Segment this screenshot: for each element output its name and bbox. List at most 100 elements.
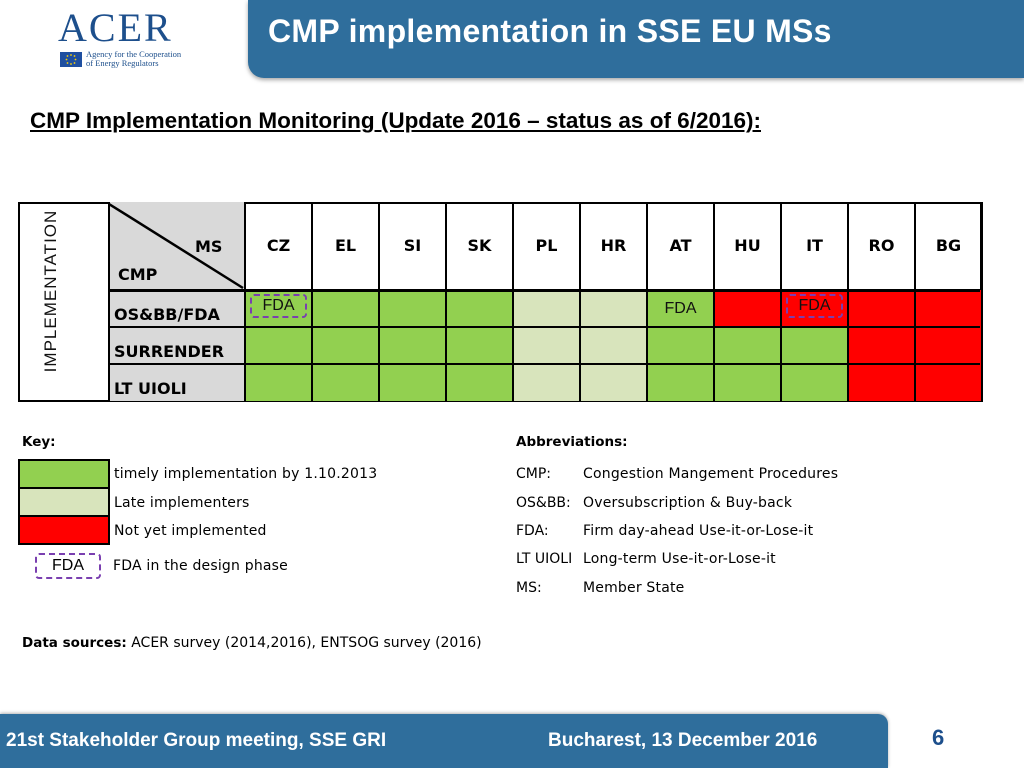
abbr-osbb: OS&BB: bbox=[516, 495, 571, 511]
ms-header-cz: CZ bbox=[266, 236, 291, 255]
page-number: 6 bbox=[932, 725, 945, 750]
abbr-ltuioli: LT UIOLI bbox=[516, 551, 573, 567]
status-cell bbox=[446, 290, 513, 327]
grid-vline bbox=[981, 202, 983, 402]
status-cell bbox=[312, 364, 379, 401]
key-swatch-late bbox=[18, 487, 110, 517]
key-fda-tag: FDA bbox=[35, 553, 101, 579]
grid-vline bbox=[646, 202, 648, 402]
status-cell bbox=[915, 290, 982, 327]
key-swatch-not bbox=[18, 515, 110, 545]
grid-vline bbox=[713, 202, 715, 402]
footer-event: 21st Stakeholder Group meeting, SSE GRI bbox=[6, 730, 387, 751]
grid-vline bbox=[244, 202, 246, 402]
logo-subtitle: Agency for the Cooperation of Energy Reg… bbox=[86, 50, 181, 68]
grid-vline bbox=[914, 202, 916, 402]
status-cell bbox=[312, 290, 379, 327]
grid-vline bbox=[311, 202, 313, 402]
status-cell bbox=[915, 364, 982, 401]
table-corner-cell bbox=[109, 202, 245, 290]
status-cell bbox=[245, 327, 312, 364]
abbreviations-title: Abbreviations: bbox=[516, 434, 628, 450]
status-cell bbox=[446, 364, 513, 401]
grid-vline bbox=[378, 202, 380, 402]
abbr-ms: MS: bbox=[516, 580, 542, 596]
grid-hline bbox=[109, 326, 980, 328]
key-label-timely: timely implementation by 1.10.2013 bbox=[114, 466, 378, 482]
title-bar: CMP implementation in SSE EU MSs bbox=[248, 0, 1024, 78]
status-cell bbox=[580, 290, 647, 327]
status-cell bbox=[245, 364, 312, 401]
abbr-fda-meaning: Firm day-ahead Use-it-or-Lose-it bbox=[583, 523, 814, 539]
slide-title: CMP implementation in SSE EU MSs bbox=[268, 13, 832, 49]
status-cell bbox=[379, 290, 446, 327]
status-cell bbox=[781, 327, 848, 364]
key-label-late: Late implementers bbox=[114, 495, 250, 511]
ms-header-it: IT bbox=[806, 236, 823, 255]
key-swatch-timely bbox=[18, 459, 110, 489]
footer-location-date: Bucharest, 13 December 2016 bbox=[548, 730, 818, 751]
row-label-2: LT UIOLI bbox=[109, 364, 245, 401]
status-cell bbox=[580, 364, 647, 401]
logo-subtitle-line2: of Energy Regulators bbox=[86, 58, 159, 68]
grid-vline bbox=[512, 202, 514, 402]
grid-vline bbox=[780, 202, 782, 402]
status-cell bbox=[647, 327, 714, 364]
grid-vline bbox=[108, 202, 110, 402]
logo-text: ACER bbox=[58, 5, 173, 50]
ms-header-sk: SK bbox=[467, 236, 492, 255]
status-cell: FDA bbox=[245, 290, 312, 327]
status-cell bbox=[446, 327, 513, 364]
data-sources: Data sources: ACER survey (2014,2016), E… bbox=[22, 635, 482, 651]
abbr-osbb-meaning: Oversubscription & Buy-back bbox=[583, 495, 793, 511]
logo-subtitle-line1: Agency for the Cooperation bbox=[86, 49, 182, 59]
status-cell bbox=[513, 327, 580, 364]
ms-header-si: SI bbox=[403, 236, 422, 255]
ms-header-hu: HU bbox=[734, 236, 761, 255]
ms-header-el: EL bbox=[334, 236, 357, 255]
status-cell bbox=[647, 364, 714, 401]
status-cell bbox=[848, 327, 915, 364]
grid-vline bbox=[579, 202, 581, 402]
acer-logo: ACER Agency for the Cooperation of Energ… bbox=[58, 5, 208, 68]
row-label-1: SURRENDER bbox=[109, 327, 245, 364]
status-cell bbox=[848, 364, 915, 401]
status-cell bbox=[915, 327, 982, 364]
ms-header-at: AT bbox=[669, 236, 692, 255]
abbr-ltuioli-meaning: Long-term Use-it-or-Lose-it bbox=[583, 551, 776, 567]
grid-hline bbox=[109, 289, 980, 292]
key-label-not: Not yet implemented bbox=[114, 523, 267, 539]
status-cell bbox=[714, 364, 781, 401]
ms-header-bg: BG bbox=[935, 236, 962, 255]
key-title: Key: bbox=[22, 434, 56, 450]
data-sources-text: ACER survey (2014,2016), ENTSOG survey (… bbox=[126, 635, 482, 651]
fda-note: FDA bbox=[664, 300, 697, 317]
eu-flag-icon bbox=[60, 52, 82, 67]
status-cell bbox=[312, 327, 379, 364]
row-label-0: OS&BB/FDA bbox=[109, 290, 245, 327]
status-cell bbox=[781, 364, 848, 401]
grid-vline bbox=[445, 202, 447, 402]
corner-ms-label: MS bbox=[195, 237, 223, 256]
abbr-cmp: CMP: bbox=[516, 466, 552, 482]
fda-design-tag: FDA bbox=[786, 294, 843, 318]
key-label-fda: FDA in the design phase bbox=[113, 558, 288, 574]
ms-header-pl: PL bbox=[535, 236, 558, 255]
grid-vline bbox=[847, 202, 849, 402]
abbr-fda: FDA: bbox=[516, 523, 549, 539]
corner-cmp-label: CMP bbox=[118, 265, 158, 284]
status-cell bbox=[714, 327, 781, 364]
section-heading: CMP Implementation Monitoring (Update 20… bbox=[30, 108, 761, 133]
status-cell bbox=[714, 290, 781, 327]
status-cell bbox=[580, 327, 647, 364]
status-cell bbox=[379, 364, 446, 401]
ms-header-hr: HR bbox=[600, 236, 627, 255]
status-cell: FDA bbox=[647, 290, 714, 327]
data-sources-label: Data sources: bbox=[22, 635, 127, 651]
fda-design-tag: FDA bbox=[250, 294, 307, 318]
footer-bar bbox=[0, 714, 888, 768]
status-cell: FDA bbox=[781, 290, 848, 327]
status-cell bbox=[513, 290, 580, 327]
corner-diagonal bbox=[109, 202, 244, 290]
grid-hline bbox=[109, 363, 980, 365]
